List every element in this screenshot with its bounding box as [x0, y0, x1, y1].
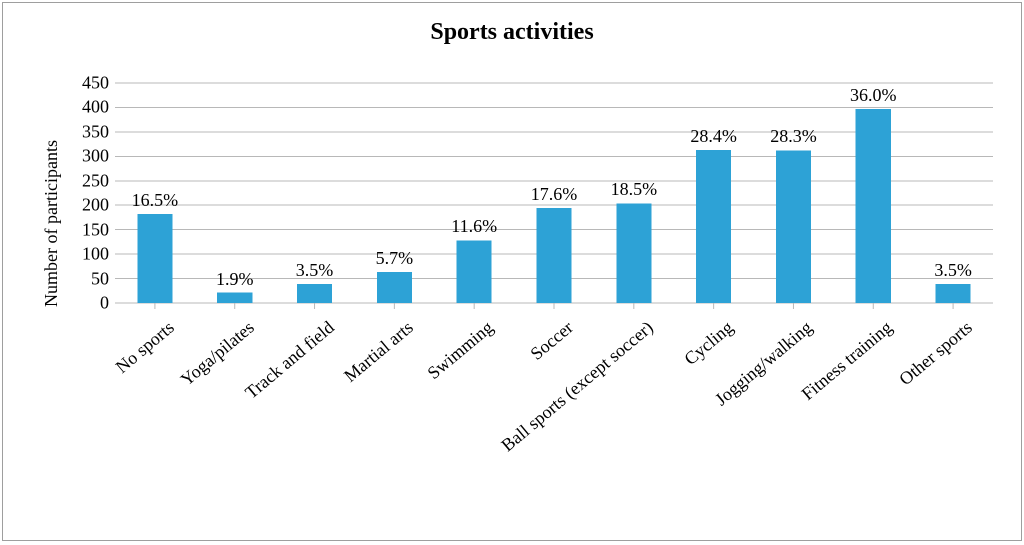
y-tick-label: 50: [65, 268, 109, 289]
bar: [776, 150, 811, 303]
bar: [297, 284, 332, 303]
bar-value-label: 36.0%: [850, 85, 897, 106]
y-tick-label: 350: [65, 121, 109, 142]
bar: [137, 214, 172, 303]
bar: [536, 208, 571, 303]
bar: [856, 109, 891, 303]
bar: [217, 293, 252, 303]
bar-value-label: 1.9%: [216, 269, 254, 290]
y-tick-label: 400: [65, 97, 109, 118]
bar: [696, 150, 731, 303]
bar: [616, 203, 651, 303]
y-tick-label: 200: [65, 195, 109, 216]
y-tick-label: 0: [65, 293, 109, 314]
y-axis-label: Number of participants: [41, 140, 62, 307]
chart-frame: Sports activities Number of participants…: [2, 2, 1022, 541]
bar-value-label: 3.5%: [296, 260, 334, 281]
y-tick-label: 450: [65, 73, 109, 94]
bar-value-label: 3.5%: [934, 260, 972, 281]
bar-value-label: 11.6%: [451, 216, 497, 237]
bar-value-label: 5.7%: [376, 248, 414, 269]
chart-title: Sports activities: [3, 19, 1021, 46]
y-tick-label: 150: [65, 219, 109, 240]
bar-value-label: 16.5%: [132, 190, 179, 211]
bar: [377, 272, 412, 303]
bar-value-label: 18.5%: [611, 179, 658, 200]
bar-value-label: 28.3%: [770, 126, 817, 147]
y-tick-label: 100: [65, 244, 109, 265]
y-tick-label: 250: [65, 170, 109, 191]
bar: [457, 240, 492, 303]
bar: [936, 284, 971, 303]
y-tick-label: 300: [65, 146, 109, 167]
bar-value-label: 28.4%: [690, 126, 737, 147]
bar-value-label: 17.6%: [531, 184, 578, 205]
